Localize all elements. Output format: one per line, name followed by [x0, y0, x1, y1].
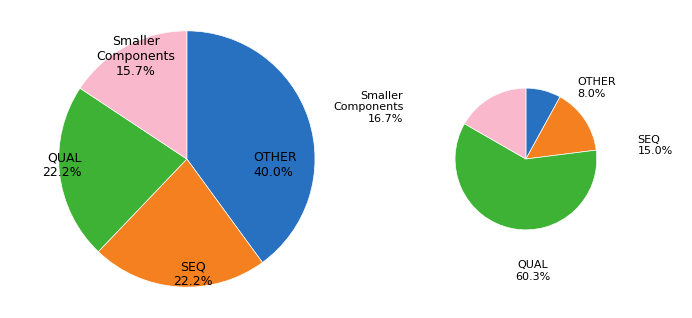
Text: QUAL
22.2%: QUAL 22.2%: [42, 151, 82, 179]
Text: Smaller
Components
15.7%: Smaller Components 15.7%: [96, 35, 175, 78]
Wedge shape: [526, 88, 560, 159]
Text: OTHER
8.0%: OTHER 8.0%: [578, 77, 617, 99]
Wedge shape: [464, 88, 526, 159]
Wedge shape: [59, 88, 187, 252]
Text: SEQ
15.0%: SEQ 15.0%: [637, 135, 673, 156]
Text: SEQ
22.2%: SEQ 22.2%: [174, 260, 213, 288]
Text: QUAL
60.3%: QUAL 60.3%: [515, 260, 550, 281]
Wedge shape: [526, 97, 597, 159]
Wedge shape: [187, 31, 315, 262]
Text: OTHER
40.0%: OTHER 40.0%: [253, 151, 297, 179]
Wedge shape: [455, 124, 597, 230]
Wedge shape: [98, 159, 262, 287]
Text: Smaller
Components
16.7%: Smaller Components 16.7%: [333, 91, 403, 124]
Wedge shape: [80, 31, 187, 159]
